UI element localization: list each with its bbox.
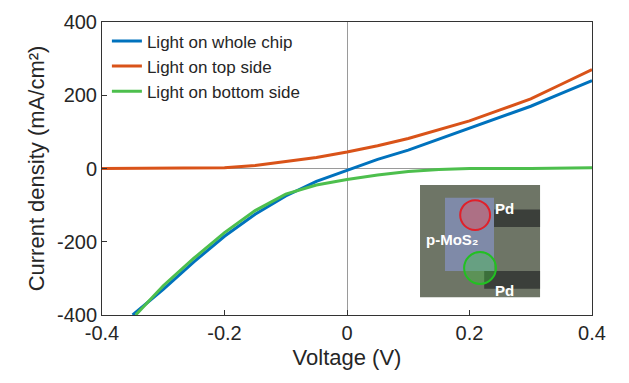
svg-text:-200: -200 bbox=[57, 231, 97, 253]
svg-text:0: 0 bbox=[341, 322, 352, 344]
svg-text:Voltage (V): Voltage (V) bbox=[293, 345, 402, 370]
svg-text:0: 0 bbox=[86, 158, 97, 180]
svg-text:0.2: 0.2 bbox=[456, 322, 484, 344]
svg-text:0.4: 0.4 bbox=[578, 322, 606, 344]
svg-text:Light on top side: Light on top side bbox=[147, 58, 272, 77]
svg-text:Light on bottom side: Light on bottom side bbox=[147, 83, 300, 102]
svg-text:400: 400 bbox=[64, 11, 97, 33]
svg-text:-0.2: -0.2 bbox=[207, 322, 241, 344]
svg-text:-400: -400 bbox=[57, 304, 97, 326]
svg-text:Pd: Pd bbox=[495, 282, 514, 299]
svg-text:Current density (mA/cm²): Current density (mA/cm²) bbox=[24, 46, 49, 292]
svg-text:Pd: Pd bbox=[495, 200, 514, 217]
svg-text:Light on whole chip: Light on whole chip bbox=[147, 33, 293, 52]
svg-text:-0.4: -0.4 bbox=[85, 322, 119, 344]
svg-text:200: 200 bbox=[64, 84, 97, 106]
svg-text:p-MoS₂: p-MoS₂ bbox=[426, 231, 479, 248]
